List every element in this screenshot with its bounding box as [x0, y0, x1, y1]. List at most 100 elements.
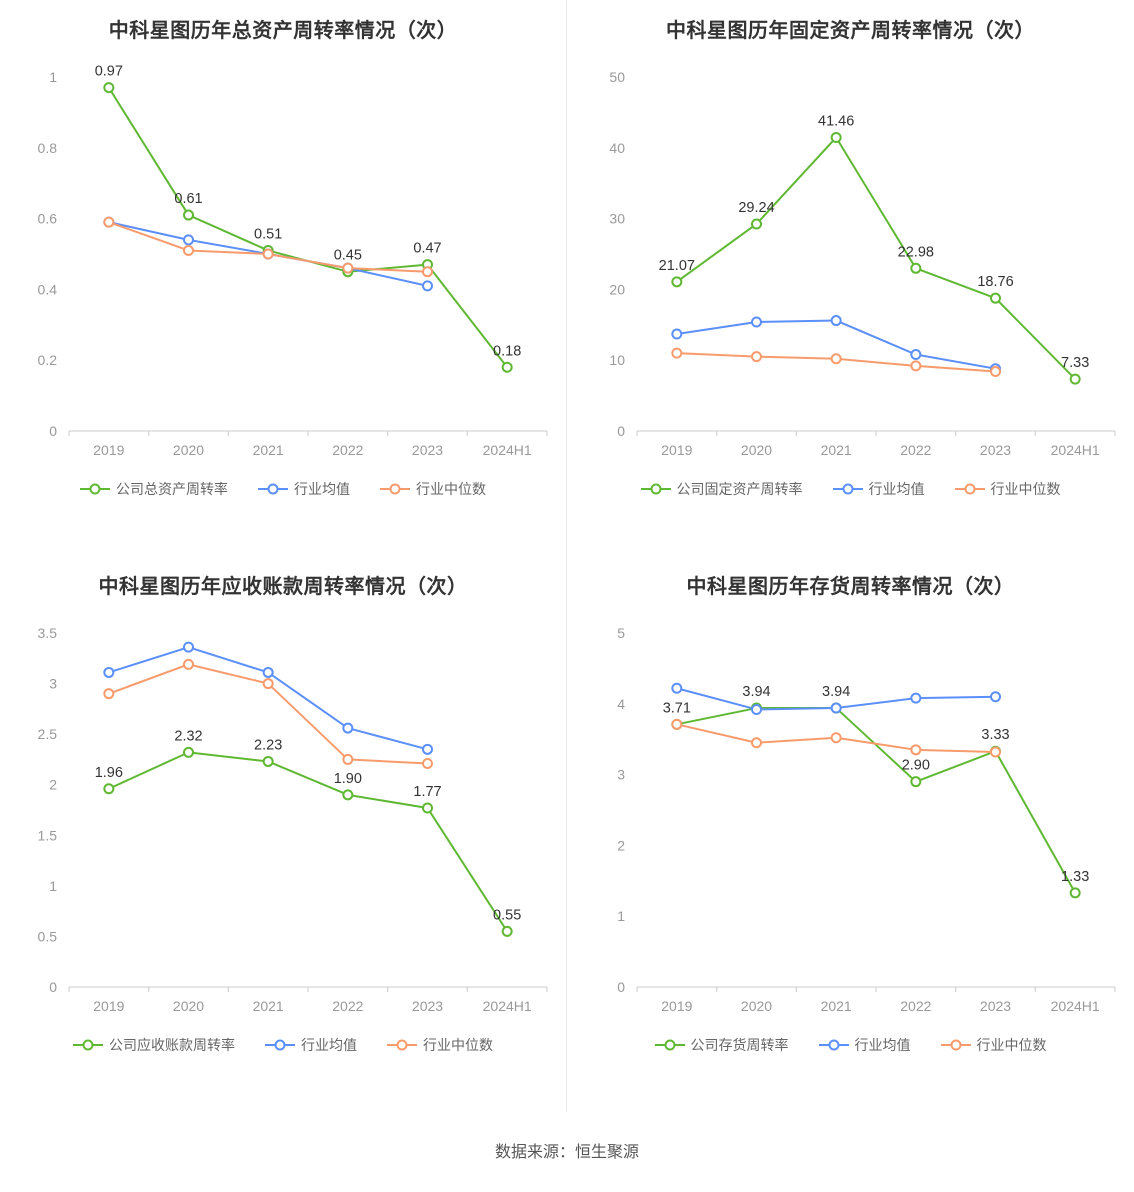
svg-text:0.18: 0.18 [493, 343, 521, 359]
svg-text:3.94: 3.94 [742, 684, 770, 700]
y-axis-labels: 0 0.2 0.4 0.6 0.8 1 [38, 69, 58, 439]
legend-marker-industry-median-icon [387, 1039, 417, 1051]
chart-title-inventory-turnover: 中科星图历年存货周转率情况（次） [686, 576, 1015, 598]
legend-label-industry-median: 行业中位数 [416, 481, 486, 497]
svg-text:0.97: 0.97 [95, 64, 123, 80]
chart-title-receivables-turnover: 中科星图历年应收账款周转率情况（次） [98, 576, 468, 598]
svg-text:18.76: 18.76 [977, 274, 1013, 290]
svg-text:22.98: 22.98 [897, 244, 933, 260]
x-axis-labels: 2019 2020 2021 2022 2023 2024H1 [661, 998, 1100, 1014]
svg-text:2021: 2021 [253, 442, 284, 458]
svg-text:0.6: 0.6 [38, 211, 58, 227]
chart-panel-fixed-asset-turnover: 中科星图历年固定资产周转率情况（次） 0 10 20 30 40 50 2019 2020 20… [567, 0, 1134, 556]
x-axis-labels: 2019 2020 2021 2022 2023 2024H1 [661, 442, 1100, 458]
legend-item-industry-avg: 行业均值 [832, 479, 925, 499]
svg-text:2023: 2023 [979, 998, 1010, 1014]
legend-label-industry-avg: 行业均值 [294, 481, 350, 497]
svg-text:0: 0 [617, 423, 625, 439]
svg-text:3.33: 3.33 [981, 727, 1009, 743]
svg-text:2024H1: 2024H1 [483, 998, 532, 1014]
legend-item-industry-avg: 行业均值 [265, 1035, 357, 1055]
svg-text:0.61: 0.61 [174, 191, 202, 207]
svg-text:2020: 2020 [740, 442, 771, 458]
legend-label-industry-median: 行业中位数 [990, 481, 1061, 497]
svg-text:0.4: 0.4 [38, 281, 58, 297]
svg-text:2023: 2023 [412, 442, 443, 458]
svg-text:3: 3 [49, 676, 57, 692]
data-source-note: 数据来源：恒生聚源 [494, 1144, 639, 1161]
svg-text:50: 50 [609, 69, 625, 85]
legend-label-company: 公司总资产周转率 [116, 481, 228, 497]
svg-text:40: 40 [609, 140, 625, 156]
legend-item-industry-median: 行业中位数 [954, 479, 1061, 499]
chart-title-total-asset-turnover: 中科星图历年总资产周转率情况（次） [108, 20, 458, 42]
receivables-turnover-chart: 0 0.5 1 1.5 2 2.5 3 3.5 2019 2020 2021 2022 2023 2024… [38, 625, 548, 1014]
svg-text:3.71: 3.71 [662, 700, 690, 716]
series-industry-median-line [670, 347, 1001, 378]
svg-text:2: 2 [49, 777, 57, 793]
svg-text:2019: 2019 [93, 998, 124, 1014]
chart-legend-inventory-turnover: 公司存货周转率 行业均值 行业中位数 [567, 1035, 1134, 1055]
legend-item-industry-median: 行业中位数 [387, 1035, 493, 1055]
y-axis-labels: 0 10 20 30 40 50 [609, 69, 625, 439]
legend-marker-industry-avg-icon [265, 1039, 295, 1051]
svg-text:1.5: 1.5 [38, 827, 58, 843]
series-company-line [670, 131, 1081, 385]
svg-text:2: 2 [617, 837, 625, 853]
legend-item-industry-median: 行业中位数 [940, 1035, 1047, 1055]
svg-text:29.24: 29.24 [738, 200, 774, 216]
svg-text:2021: 2021 [253, 998, 284, 1014]
total-asset-turnover-chart: 0 0.2 0.4 0.6 0.8 1 2019 2020 2021 2022 2023 2024H1… [38, 64, 548, 458]
legend-marker-industry-avg-icon [832, 483, 863, 495]
svg-text:20: 20 [609, 281, 625, 297]
x-axis [636, 430, 1115, 436]
legend-label-industry-avg: 行业均值 [301, 1037, 357, 1053]
svg-text:2.5: 2.5 [38, 726, 58, 742]
legend-marker-company-icon [640, 483, 671, 495]
svg-text:2020: 2020 [740, 998, 771, 1014]
legend-label-industry-median: 行业中位数 [423, 1037, 493, 1053]
svg-text:2024H1: 2024H1 [483, 442, 532, 458]
svg-text:3.94: 3.94 [822, 684, 850, 700]
svg-text:10: 10 [609, 352, 625, 368]
svg-text:2.32: 2.32 [174, 728, 202, 744]
svg-text:5: 5 [617, 625, 625, 641]
series-company-data-labels: 0.97 0.61 0.51 0.45 0.47 0.18 [95, 64, 522, 360]
series-industry-median-line [103, 216, 433, 278]
series-industry-median-line [670, 718, 1001, 758]
series-industry-avg-line [670, 315, 1001, 375]
svg-text:1: 1 [617, 908, 625, 924]
series-company-line [103, 82, 513, 373]
svg-text:4: 4 [617, 696, 625, 712]
series-industry-avg-line [103, 641, 433, 755]
y-axis-labels: 0 0.5 1 1.5 2 2.5 3 3.5 [38, 625, 58, 995]
chart-panel-total-asset-turnover: 中科星图历年总资产周转率情况（次） 0 0.2 0.4 0.6 0.8 1 2019 2020… [0, 0, 567, 556]
svg-text:7.33: 7.33 [1061, 355, 1089, 371]
svg-text:0.8: 0.8 [38, 140, 58, 156]
svg-text:0: 0 [49, 423, 57, 439]
legend-marker-industry-median-icon [954, 483, 985, 495]
legend-marker-industry-median-icon [940, 1039, 971, 1051]
series-company-data-labels: 1.96 2.32 2.23 1.90 1.77 0.55 [95, 728, 522, 923]
svg-text:0.55: 0.55 [493, 907, 521, 923]
x-axis [68, 986, 548, 992]
x-axis [636, 986, 1115, 992]
svg-text:0.5: 0.5 [38, 928, 58, 944]
legend-label-industry-median: 行业中位数 [976, 1037, 1047, 1053]
legend-label-industry-avg: 行业均值 [854, 1037, 911, 1053]
svg-text:0: 0 [617, 979, 625, 995]
legend-marker-company-icon [80, 483, 110, 495]
svg-text:2021: 2021 [820, 442, 851, 458]
svg-text:0.2: 0.2 [38, 352, 58, 368]
legend-label-industry-avg: 行业均值 [868, 481, 925, 497]
legend-item-company: 公司应收账款周转率 [73, 1035, 235, 1055]
legend-marker-industry-avg-icon [258, 483, 288, 495]
svg-text:3: 3 [617, 767, 625, 783]
svg-text:30: 30 [609, 211, 625, 227]
series-company-data-labels: 3.71 3.94 3.94 2.90 3.33 1.33 [662, 684, 1089, 885]
chart-legend-fixed-asset-turnover: 公司固定资产周转率 行业均值 行业中位数 [567, 479, 1134, 499]
x-axis-labels: 2019 2020 2021 2022 2023 2024H1 [93, 442, 532, 458]
svg-text:1.90: 1.90 [334, 771, 362, 787]
chart-panel-receivables-turnover: 中科星图历年应收账款周转率情况（次） 0 0.5 1 1.5 2 2.5 3 3.5 2019 2… [0, 556, 567, 1112]
svg-text:1.77: 1.77 [413, 784, 441, 800]
